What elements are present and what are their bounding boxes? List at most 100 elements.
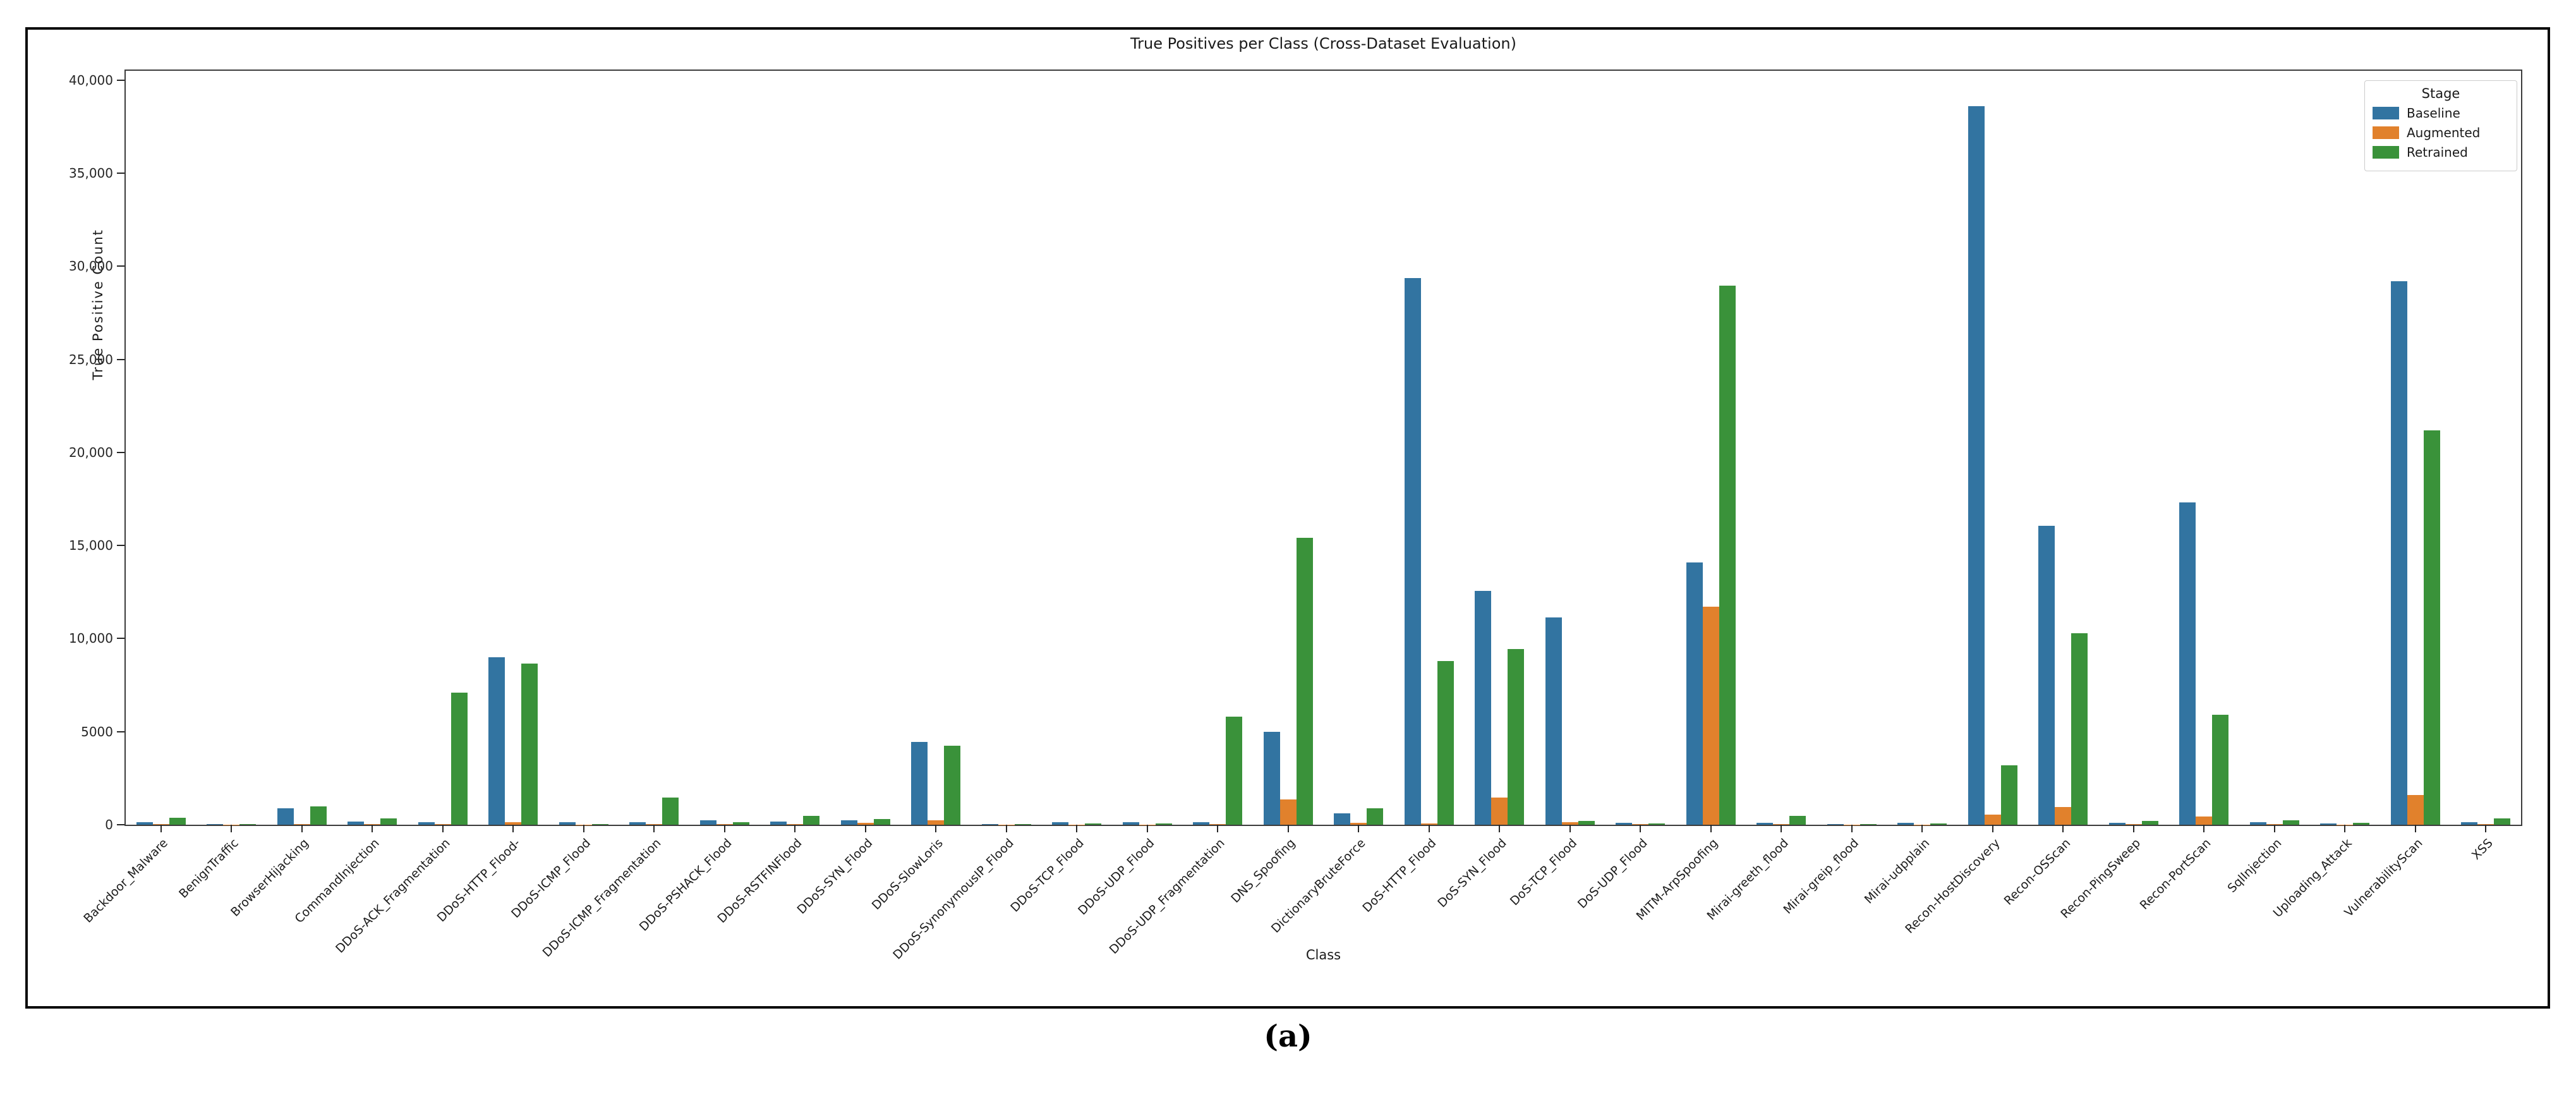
bar-group-Recon-HostDiscovery (1957, 71, 2028, 825)
x-tick-mark (864, 825, 866, 832)
bar-retrained-DDoS-PSHACK_Flood (732, 822, 749, 825)
bar-group-BrowserHijacking (267, 71, 337, 825)
bar-retrained-Mirai-udpplain (1930, 823, 1947, 825)
bar-augmented-DoS-SYN_Flood (1491, 798, 1508, 825)
bar-baseline-Uploading_Attack (2320, 823, 2337, 825)
bar-retrained-DDoS-RSTFINFlood (803, 816, 820, 825)
legend-entry-augmented: Augmented (2373, 125, 2509, 140)
x-tick-mark (723, 825, 725, 832)
x-tick-mark (1781, 825, 1782, 832)
x-tick-mark (160, 825, 162, 832)
x-tick-mark (512, 825, 514, 832)
bar-baseline-DDoS-PSHACK_Flood (699, 820, 717, 825)
x-tick-mark (583, 825, 584, 832)
x-tick-label-DDoS-SlowLoris: DDoS-SlowLoris (869, 836, 946, 913)
bar-baseline-DictionaryBruteForce (1334, 813, 1351, 825)
bar-baseline-BrowserHijacking (277, 808, 294, 825)
x-tick-label-Recon-PortScan: Recon-PortScan (2137, 836, 2214, 913)
bar-group-Mirai-greeth_flood (1746, 71, 1817, 825)
y-tick-label: 40,000 (69, 72, 113, 88)
x-tick-mark (1146, 825, 1148, 832)
x-tick-mark (1921, 825, 1923, 832)
figure-frame: True Positives per Class (Cross-Dataset … (25, 27, 2550, 1009)
y-tick-mark (117, 265, 124, 267)
bar-group-DoS-HTTP_Flood (1394, 71, 1465, 825)
bar-group-DDoS-UDP_Fragmentation (1183, 71, 1254, 825)
bar-group-Recon-PingSweep (2098, 71, 2169, 825)
bar-augmented-DDoS-ACK_Fragmentation (434, 824, 451, 825)
x-tick-label-Mirai-udpplain: Mirai-udpplain (1861, 836, 1932, 907)
x-tick-mark (2273, 825, 2275, 832)
x-tick-mark (653, 825, 655, 832)
x-tick-label-DDoS-UDP_Fragmentation: DDoS-UDP_Fragmentation (1106, 836, 1228, 957)
x-tick-mark (2414, 825, 2416, 832)
x-tick-mark (1358, 825, 1360, 832)
x-tick-label-DDoS-SynonymousIP_Flood: DDoS-SynonymousIP_Flood (890, 836, 1017, 962)
x-tick-label-DoS-HTTP_Flood: DoS-HTTP_Flood (1360, 836, 1439, 916)
legend-title: Stage (2421, 86, 2460, 101)
bar-retrained-BrowserHijacking (310, 806, 327, 825)
bar-group-CommandInjection (337, 71, 408, 825)
x-tick-mark (1499, 825, 1501, 832)
legend: Stage Baseline Augmented Retrained (2364, 80, 2517, 171)
bar-baseline-Recon-PingSweep (2108, 823, 2126, 825)
baseline-swatch-icon (2373, 107, 2399, 119)
bar-retrained-DDoS-SlowLoris (944, 745, 961, 825)
y-tick-mark (117, 173, 124, 174)
bar-group-XSS (2451, 71, 2522, 825)
x-tick-label-Recon-PingSweep: Recon-PingSweep (2058, 836, 2144, 921)
bar-retrained-DoS-TCP_Flood (1578, 821, 1595, 825)
bar-group-Uploading_Attack (2310, 71, 2381, 825)
bar-baseline-DDoS-ACK_Fragmentation (418, 822, 435, 825)
bar-baseline-Mirai-greip_flood (1827, 824, 1844, 825)
bar-augmented-Recon-OSScan (2055, 807, 2072, 825)
x-tick-mark (1640, 825, 1642, 832)
x-tick-mark (301, 825, 303, 832)
bar-group-DDoS-PSHACK_Flood (689, 71, 760, 825)
bar-baseline-DDoS-HTTP_Flood- (488, 657, 505, 825)
bar-group-DDoS-SYN_Flood (830, 71, 901, 825)
bar-augmented-SqlInjection (2266, 824, 2283, 825)
x-tick-mark (2485, 825, 2487, 832)
bar-group-DDoS-ICMP_Flood (548, 71, 619, 825)
x-tick-mark (1005, 825, 1007, 832)
legend-label-augmented: Augmented (2407, 125, 2481, 140)
legend-entry-retrained: Retrained (2373, 145, 2509, 160)
bar-group-DDoS-ACK_Fragmentation (408, 71, 478, 825)
bar-baseline-DDoS-SynonymousIP_Flood (981, 823, 998, 825)
bar-group-Backdoor_Malware (126, 71, 197, 825)
bar-group-Mirai-greip_flood (1817, 71, 1887, 825)
bar-baseline-DDoS-UDP_Fragmentation (1193, 822, 1210, 825)
y-tick-mark (117, 358, 124, 360)
bar-baseline-DDoS-ICMP_Fragmentation (629, 822, 646, 825)
bar-retrained-DNS_Spoofing (1296, 538, 1313, 825)
y-tick-label: 20,000 (69, 444, 113, 460)
x-tick-mark (2132, 825, 2134, 832)
figure-caption: (a) (1264, 1019, 1312, 1054)
bar-group-Recon-OSScan (2028, 71, 2099, 825)
x-tick-label-Uploading_Attack: Uploading_Attack (2270, 836, 2355, 921)
bar-baseline-DDoS-UDP_Flood (1122, 822, 1139, 825)
y-tick-mark (117, 451, 124, 453)
bar-retrained-SqlInjection (2282, 820, 2299, 825)
bar-baseline-CommandInjection (348, 822, 365, 825)
bar-retrained-Backdoor_Malware (169, 817, 186, 825)
x-tick-mark (1710, 825, 1712, 832)
x-tick-label-DNS_Spoofing: DNS_Spoofing (1228, 836, 1298, 906)
bar-group-DDoS-RSTFINFlood (760, 71, 831, 825)
x-tick-mark (1428, 825, 1430, 832)
bar-baseline-DNS_Spoofing (1263, 731, 1280, 825)
bar-augmented-Recon-HostDiscovery (1984, 814, 2001, 825)
x-tick-label-DDoS-TCP_Flood: DDoS-TCP_Flood (1008, 836, 1087, 915)
bar-group-DNS_Spoofing (1253, 71, 1324, 825)
bar-retrained-DDoS-HTTP_Flood- (521, 664, 538, 825)
bar-baseline-DDoS-TCP_Flood (1052, 822, 1069, 825)
y-tick-label: 25,000 (69, 351, 113, 367)
bar-baseline-SqlInjection (2249, 822, 2266, 825)
y-tick-mark (117, 824, 124, 825)
bars-layer (126, 71, 2521, 825)
bar-group-DoS-SYN_Flood (1465, 71, 1535, 825)
x-tick-mark (1992, 825, 1993, 832)
bar-retrained-DDoS-UDP_Fragmentation (1226, 717, 1243, 825)
bar-retrained-DDoS-SYN_Flood (873, 819, 890, 825)
